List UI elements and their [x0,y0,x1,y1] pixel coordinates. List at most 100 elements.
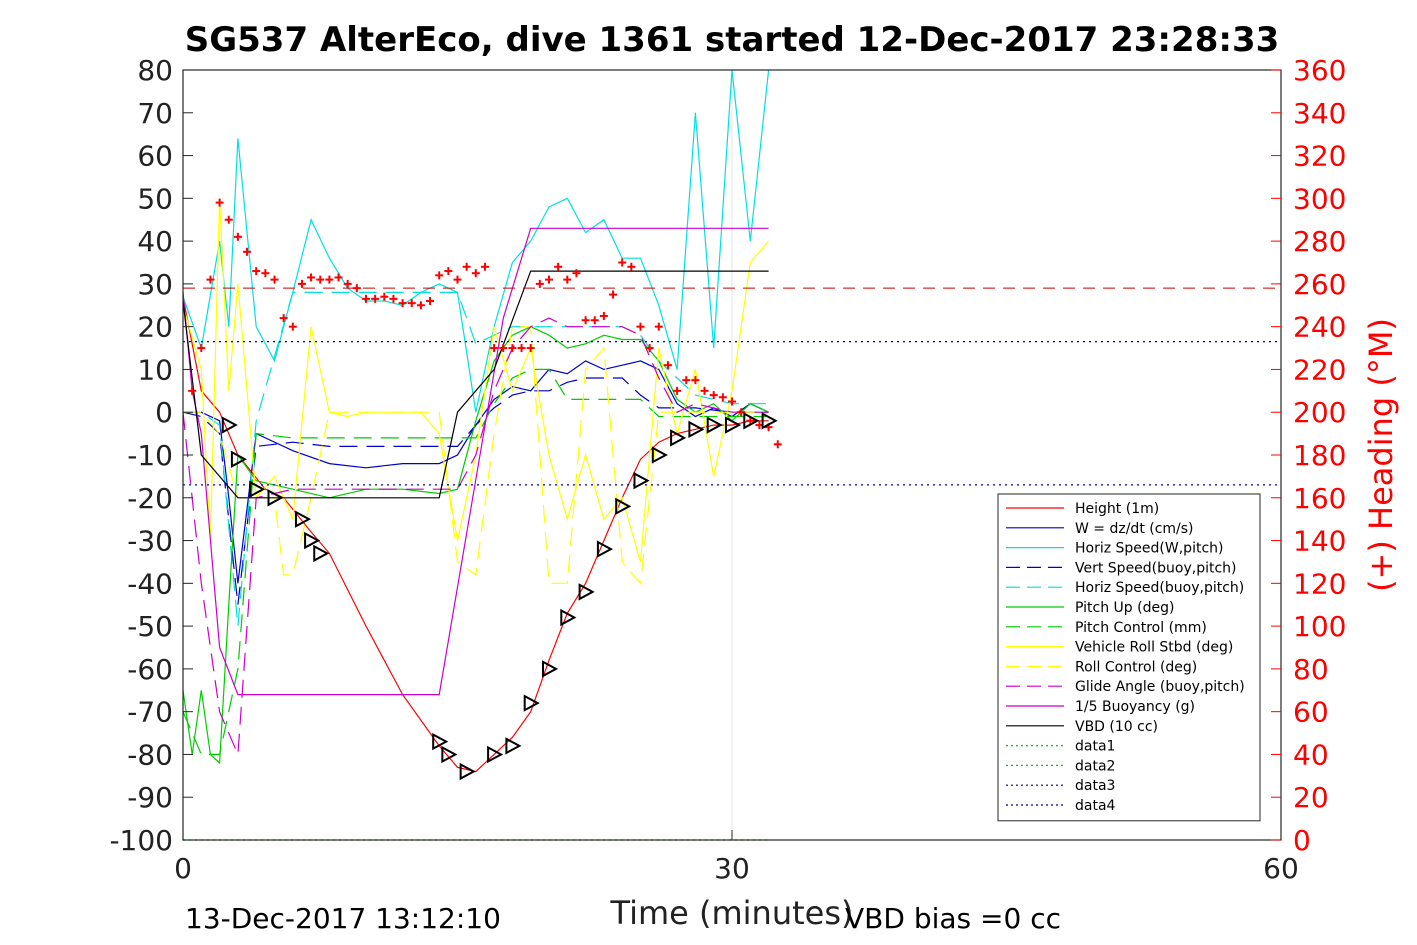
y-left-tick-label: -10 [127,439,173,472]
dive-marker [560,608,577,627]
heading-marker [526,344,535,353]
dive-marker [459,762,476,781]
dive-marker [688,420,705,439]
dive-marker [596,540,614,558]
legend-entry: Vehicle Roll Stbd (deg) [1075,640,1233,656]
heading-marker [307,273,316,282]
heading-marker [517,344,526,353]
heading-marker [673,386,682,395]
heading-marker [252,267,261,276]
heading-marker [325,275,334,284]
heading-marker [288,322,297,331]
series-line-6 [182,326,769,765]
heading-marker [188,386,197,395]
dive-marker [523,694,540,712]
y-right-tick-label: 0 [1293,824,1311,857]
heading-marker [499,344,508,353]
y-left-tick-label: -40 [127,567,173,600]
legend-entry: Horiz Speed(W,pitch) [1075,541,1223,557]
y-right-tick-label: 360 [1293,54,1346,87]
heading-marker [737,408,746,417]
heading-marker [480,262,489,271]
dive-marker [267,489,284,507]
legend-entry: data3 [1075,778,1115,794]
y-left-tick-label: -50 [127,610,173,643]
heading-marker [435,271,444,280]
y-right-tick-label: 220 [1293,353,1346,386]
heading-marker [243,247,252,256]
heading-marker [206,275,215,284]
y-left-tick-label: -30 [127,525,173,558]
heading-marker [535,279,544,288]
y-left-tick-label: 0 [155,396,173,429]
footer-date: 13-Dec-2017 13:12:10 [185,902,501,935]
dive-marker [441,745,458,764]
dive-marker [743,412,760,430]
heading-marker [215,198,224,207]
y-right-tick-label: 280 [1293,225,1346,258]
heading-marker [389,294,398,303]
heading-marker [508,344,517,353]
series-line-3 [182,69,770,413]
y-left-tick-label: 20 [137,311,173,344]
y-right-tick-label: 80 [1293,653,1329,686]
dive-marker [313,544,330,563]
y-left-tick-label: -90 [127,781,173,814]
y-right-tick-label: 60 [1293,696,1329,729]
legend-entry: Height (1m) [1075,501,1159,517]
legend-entry: data1 [1075,739,1115,755]
dive-marker [615,497,632,516]
x-tick-label: 0 [174,852,192,885]
dive-marker [487,745,504,764]
y-right-tick-label: 100 [1293,610,1346,643]
heading-marker [728,397,736,406]
heading-marker [316,275,325,284]
legend-entry: Horiz Speed(buoy,pitch) [1075,580,1244,596]
y-left-tick-label: -80 [127,738,173,771]
heading-marker [563,275,572,284]
heading-marker [545,275,553,284]
legend-entry: Pitch Control (mm) [1075,620,1207,636]
heading-marker [663,361,672,370]
legend-entry: VBD (10 cc) [1075,719,1158,735]
heading-marker [444,267,453,276]
chart-title: SG537 AlterEco, dive 1361 started 12-Dec… [185,20,1280,60]
legend-box [997,493,1261,822]
heading-marker [279,314,288,323]
dive-marker [651,446,668,464]
heading-marker [233,232,242,241]
y-right-tick-label: 40 [1293,738,1329,771]
heading-marker [636,322,645,331]
legend-entry: 1/5 Buoyancy (g) [1075,699,1195,715]
y-right-tick-label: 260 [1293,268,1346,301]
y-left-tick-label: -20 [127,482,173,515]
heading-marker [426,297,435,305]
dive-marker [304,531,321,550]
dive-marker [633,471,650,490]
heading-marker [297,279,306,288]
y-left-tick-label: 70 [137,97,173,130]
y-left-tick-label: -70 [127,696,173,729]
heading-marker [609,290,618,299]
y-right-tick-label: 140 [1293,525,1346,558]
dive-marker [221,416,238,434]
heading-marker [261,269,270,278]
heading-marker [700,386,709,395]
y-left-tick-label: 10 [137,353,173,386]
legend-entry: Glide Angle (buoy,pitch) [1075,679,1245,695]
dive-marker [542,660,559,678]
heading-marker [773,440,782,449]
y-left-tick-label: -60 [127,653,173,686]
heading-marker [627,262,636,271]
legend-entry: Roll Control (deg) [1075,659,1197,675]
heading-marker [618,258,627,267]
series-line-5 [183,291,769,627]
heading-marker [590,316,599,325]
y-axis-left: 80 70 60 50 40 30 20 10 0 -10 -20 -30 -40 -50 -60 -70 -8… [109,54,193,857]
heading-marker [682,376,691,385]
y-right-tick-label: 240 [1293,311,1346,344]
y-left-tick-label: 50 [137,182,173,215]
series-line-12 [182,270,769,499]
y-right-tick-label: 160 [1293,482,1346,515]
